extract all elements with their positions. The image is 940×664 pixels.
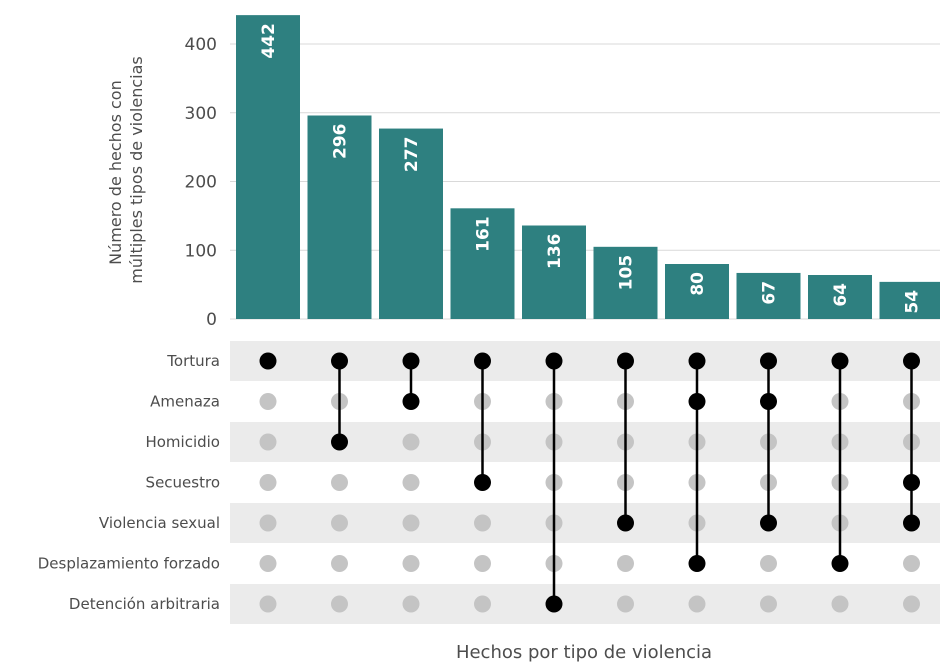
matrix-row-stripe [230,422,940,462]
matrix-dot-inactive [331,595,348,613]
matrix-dot-inactive [903,555,920,572]
matrix-dot-inactive [402,514,420,532]
y-tick-label: 400 [185,35,217,55]
y-tick-label: 200 [185,173,217,193]
matrix-dot-active [474,352,491,370]
matrix-dot-active [688,352,706,370]
y-tick-label: 300 [185,104,217,124]
matrix-dot-active [331,433,348,451]
matrix-row-stripe [230,341,940,381]
bar-value-label: 105 [617,255,637,291]
matrix-dot-inactive [259,433,277,451]
set-label: Tortura [166,352,220,370]
matrix-dot-inactive [474,595,491,613]
matrix-dot-active [545,595,563,613]
matrix-dot-inactive [331,555,348,572]
set-label: Desplazamiento forzado [38,555,220,573]
set-labels: Tortura Amenaza Homicidio Secuestro Violenci… [38,352,220,613]
bar [665,264,729,319]
intersection-matrix [259,352,920,613]
bars: 442 296 277 161 136 105 80 67 64 54 [236,15,940,319]
bar-value-label: 80 [688,272,708,296]
matrix-dot-active [402,393,420,410]
matrix-row-stripe [230,503,940,543]
bar-value-label: 277 [402,137,422,173]
set-label: Amenaza [150,393,220,411]
bar-value-label: 442 [259,23,279,59]
matrix-dot-active [903,474,920,491]
bar [593,246,658,319]
matrix-dot-active [259,352,277,370]
matrix-dot-active [760,352,777,370]
set-label: Violencia sexual [99,514,220,532]
matrix-dot-active [474,474,491,491]
bar [808,275,872,319]
matrix-dot-inactive [402,474,420,491]
matrix-dot-inactive [331,514,348,532]
matrix-dot-active [617,352,634,370]
set-label: Secuestro [146,474,220,492]
bar [450,208,515,319]
matrix-dot-active [903,514,920,532]
matrix-row-stripe [230,584,940,624]
matrix-dot-inactive [831,595,849,613]
bar-value-label: 136 [545,234,565,270]
bar [307,115,372,319]
matrix-dot-inactive [402,595,420,613]
bar [236,15,300,319]
matrix-dot-inactive [259,595,277,613]
matrix-dot-active [831,555,849,572]
y-tick-label: 100 [185,241,217,261]
matrix-stripes [230,341,940,624]
y-tick-label: 0 [206,310,217,330]
matrix-dot-active [688,555,706,572]
set-label: Homicidio [145,433,220,451]
y-axis-label-line-1: Número de hechos con [106,80,125,265]
y-axis-label-line-2: múltiples tipos de violencias [127,56,146,283]
matrix-dot-inactive [688,595,706,613]
matrix-dot-active [402,352,420,370]
bar-value-label: 54 [903,290,923,314]
matrix-dot-inactive [331,474,348,491]
matrix-dot-active [760,393,777,410]
matrix-dot-inactive [474,514,491,532]
matrix-dot-inactive [903,595,920,613]
x-axis-label: Hechos por tipo de violencia [456,642,712,663]
bar [379,128,443,319]
matrix-dot-inactive [259,474,277,491]
bar [522,225,586,319]
bar-value-label: 67 [760,281,780,305]
matrix-dot-active [760,514,777,532]
matrix-dot-active [617,514,634,532]
matrix-dot-inactive [474,555,491,572]
matrix-dot-inactive [760,555,777,572]
bar-value-label: 296 [331,124,351,160]
set-label: Detención arbitraria [69,595,220,613]
matrix-dot-active [331,352,348,370]
matrix-dot-inactive [259,393,277,410]
bar [879,281,940,319]
matrix-dot-active [545,352,563,370]
matrix-dot-inactive [617,595,634,613]
matrix-dot-inactive [402,555,420,572]
y-axis-label: Número de hechos con múltiples tipos de … [106,56,146,283]
matrix-dot-inactive [259,555,277,572]
matrix-dot-active [831,352,849,370]
matrix-dot-inactive [760,595,777,613]
y-axis-ticks: 0 100 200 300 400 [185,35,217,330]
bar [736,272,801,319]
matrix-dot-inactive [259,514,277,532]
matrix-dot-inactive [617,555,634,572]
matrix-dot-active [688,393,706,410]
bar-value-label: 64 [831,283,851,307]
matrix-dot-inactive [402,433,420,451]
matrix-dot-active [903,352,920,370]
bar-value-label: 161 [474,216,494,252]
